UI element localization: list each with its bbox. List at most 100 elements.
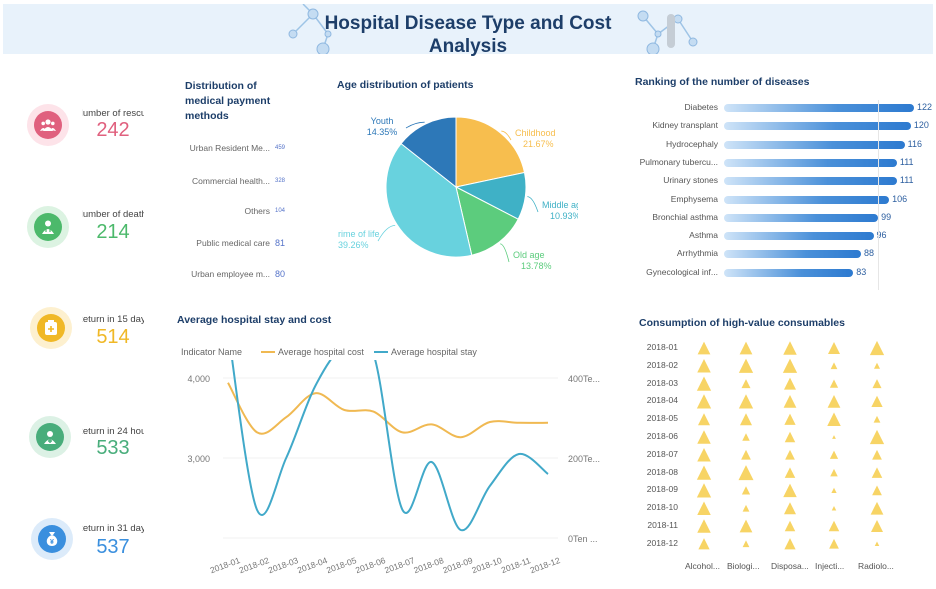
consumable-triangle[interactable] <box>872 485 882 496</box>
rank-bar[interactable] <box>724 250 862 259</box>
consumable-triangle[interactable] <box>874 541 880 547</box>
rank-label: Urinary stones <box>663 175 718 186</box>
consumable-triangle[interactable] <box>869 429 885 445</box>
consumable-triangle[interactable] <box>783 395 797 408</box>
consumable-triangle[interactable] <box>698 413 710 426</box>
rank-label: Arrhythmia <box>676 248 718 259</box>
payment-label: Urban employee m... <box>191 269 270 279</box>
consumable-triangle[interactable] <box>697 519 711 533</box>
kpi-label-2: Return in 15 days <box>82 314 144 325</box>
consumable-triangle[interactable] <box>872 449 882 460</box>
consumable-triangle[interactable] <box>697 501 711 515</box>
consumable-triangle[interactable] <box>783 341 797 355</box>
consumable-triangle[interactable] <box>784 538 796 550</box>
consumables-chart <box>696 340 885 550</box>
consumable-triangle[interactable] <box>742 504 750 512</box>
rank-bar[interactable] <box>724 177 897 186</box>
consumable-triangle[interactable] <box>827 412 841 426</box>
consumable-triangle[interactable] <box>697 359 711 373</box>
kpi-icon-ring-3 <box>29 416 71 458</box>
consumable-triangle[interactable] <box>783 483 797 498</box>
consumable-triangle[interactable] <box>874 362 880 369</box>
y-right-tick: 200Te... <box>568 454 600 464</box>
consumable-row-label: 2018-04 <box>646 395 678 406</box>
consumable-triangle[interactable] <box>784 467 796 478</box>
rank-bar[interactable] <box>724 158 897 167</box>
consumable-triangle[interactable] <box>831 487 837 494</box>
rank-value: 111 <box>899 156 914 167</box>
payment-value: 81 <box>275 238 286 248</box>
consumable-triangle[interactable] <box>831 505 837 511</box>
consumable-triangle[interactable] <box>828 520 840 532</box>
consumable-triangle[interactable] <box>697 448 711 462</box>
consumable-triangle[interactable] <box>697 341 711 355</box>
kpi-value-4: 537 <box>96 536 130 558</box>
consumable-triangle[interactable] <box>784 502 796 515</box>
pie-label-name: Youth <box>371 116 394 126</box>
rank-bar[interactable] <box>724 268 854 277</box>
consumable-triangle[interactable] <box>871 467 883 478</box>
consumable-triangle[interactable] <box>869 340 885 356</box>
consumable-triangle[interactable] <box>870 501 884 515</box>
consumable-triangle[interactable] <box>698 538 710 550</box>
consumable-triangle[interactable] <box>697 430 711 444</box>
consumable-triangle[interactable] <box>784 377 796 390</box>
legend-cost-label[interactable]: Average hospital cost <box>278 347 364 357</box>
consumable-triangle[interactable] <box>738 358 754 373</box>
consumable-triangle[interactable] <box>784 431 796 443</box>
kpi-label-3: Return in 24 hours <box>82 426 144 437</box>
rank-value: 120 <box>913 120 929 131</box>
consumable-triangle[interactable] <box>871 395 883 408</box>
consumable-triangle[interactable] <box>828 342 840 354</box>
consumable-triangle[interactable] <box>832 435 836 439</box>
consumable-triangle[interactable] <box>739 519 753 533</box>
x-tick-label: 2018-03 <box>267 555 300 575</box>
rank-label: Diabetes <box>684 102 718 112</box>
consumable-triangle[interactable] <box>741 486 751 495</box>
legend-stay-label[interactable]: Average hospital stay <box>391 347 477 357</box>
consumable-triangle[interactable] <box>740 413 752 426</box>
consumable-triangle[interactable] <box>741 379 751 389</box>
consumable-column-label: Alcohol... <box>685 561 720 571</box>
consumable-triangle[interactable] <box>872 379 882 389</box>
consumable-triangle[interactable] <box>782 358 798 373</box>
consumable-triangle[interactable] <box>829 450 839 459</box>
consumable-triangle[interactable] <box>742 540 750 548</box>
pie-label-name: Middle age <box>542 200 586 210</box>
consumable-triangle[interactable] <box>829 538 839 549</box>
rank-bar[interactable] <box>724 213 879 222</box>
pie-slice-old-age[interactable] <box>455 186 519 256</box>
scrollbar-thumb[interactable] <box>667 14 675 48</box>
consumable-triangle[interactable] <box>742 433 750 441</box>
consumable-triangle[interactable] <box>830 362 838 370</box>
pie-slice-youth[interactable] <box>400 116 457 189</box>
consumable-triangle[interactable] <box>873 415 881 423</box>
series-line-cost[interactable] <box>227 382 549 439</box>
consumable-triangle[interactable] <box>784 520 796 532</box>
consumable-triangle[interactable] <box>739 341 753 355</box>
rank-bar[interactable] <box>724 195 890 204</box>
consumable-triangle[interactable] <box>738 465 754 481</box>
consumable-triangle[interactable] <box>738 394 754 409</box>
kpi-value-0: 242 <box>96 119 130 141</box>
consumable-triangle[interactable] <box>830 468 838 477</box>
consumable-triangle[interactable] <box>785 449 795 460</box>
consumable-triangle[interactable] <box>784 413 796 425</box>
rank-bar[interactable] <box>724 104 914 112</box>
consumable-triangle[interactable] <box>871 520 883 532</box>
consumable-triangle[interactable] <box>696 465 712 480</box>
rank-bar[interactable] <box>724 122 911 131</box>
consumable-triangle[interactable] <box>827 395 841 408</box>
pie-slice-childhood[interactable] <box>455 116 526 188</box>
rank-bar[interactable] <box>724 140 905 149</box>
consumable-triangle[interactable] <box>829 379 839 388</box>
consumable-triangle[interactable] <box>696 394 712 409</box>
consumable-triangle[interactable] <box>696 376 712 391</box>
series-line-stay[interactable] <box>228 360 549 532</box>
consumable-triangle[interactable] <box>696 483 712 498</box>
payment-value: 104 <box>275 208 286 214</box>
pie-slice-prime-of-life[interactable] <box>385 142 473 258</box>
consumable-triangle[interactable] <box>741 449 751 460</box>
rank-bar[interactable] <box>724 232 874 241</box>
